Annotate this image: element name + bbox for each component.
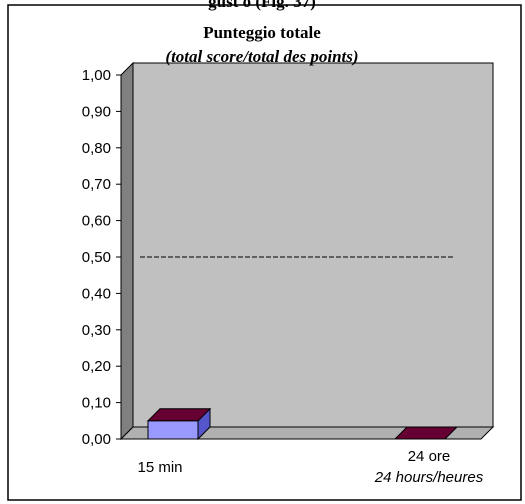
category-label-1: 15 min [137,459,182,476]
y-tick-label: 0,10 [82,395,111,412]
bar-top [393,426,459,440]
y-tick-label: 0,00 [82,431,111,448]
bar-2 [393,426,459,440]
bar-top [146,408,212,422]
y-tick-label: 0,40 [82,285,111,302]
side-wall [120,61,134,441]
category-sublabel-2: 24 hours/heures [374,469,484,486]
category-label-2: 24 ore [408,448,451,465]
y-tick-label: 0,60 [82,213,111,230]
chart-subtitle: (total score/total des points) [165,47,358,66]
y-tick-label: 1,00 [82,67,111,84]
y-tick-label: 0,90 [82,103,111,120]
bars [146,407,459,441]
y-tick-label: 0,20 [82,358,111,375]
header-cut-text: gust o (Fig. 37) [208,0,316,11]
bar-1 [146,407,212,441]
back-wall [132,62,494,428]
y-tick-label: 0,80 [82,140,111,157]
y-tick-label: 0,30 [82,322,111,339]
chart-title: Punteggio totale [203,23,321,42]
bar-front [147,420,199,440]
y-tick-label: 0,50 [82,249,111,266]
y-ticks: 0,00 0,10 0,20 0,30 0,40 0,50 0,60 0,70 0,80 0,90… [82,67,121,448]
y-tick-label: 0,70 [82,176,111,193]
